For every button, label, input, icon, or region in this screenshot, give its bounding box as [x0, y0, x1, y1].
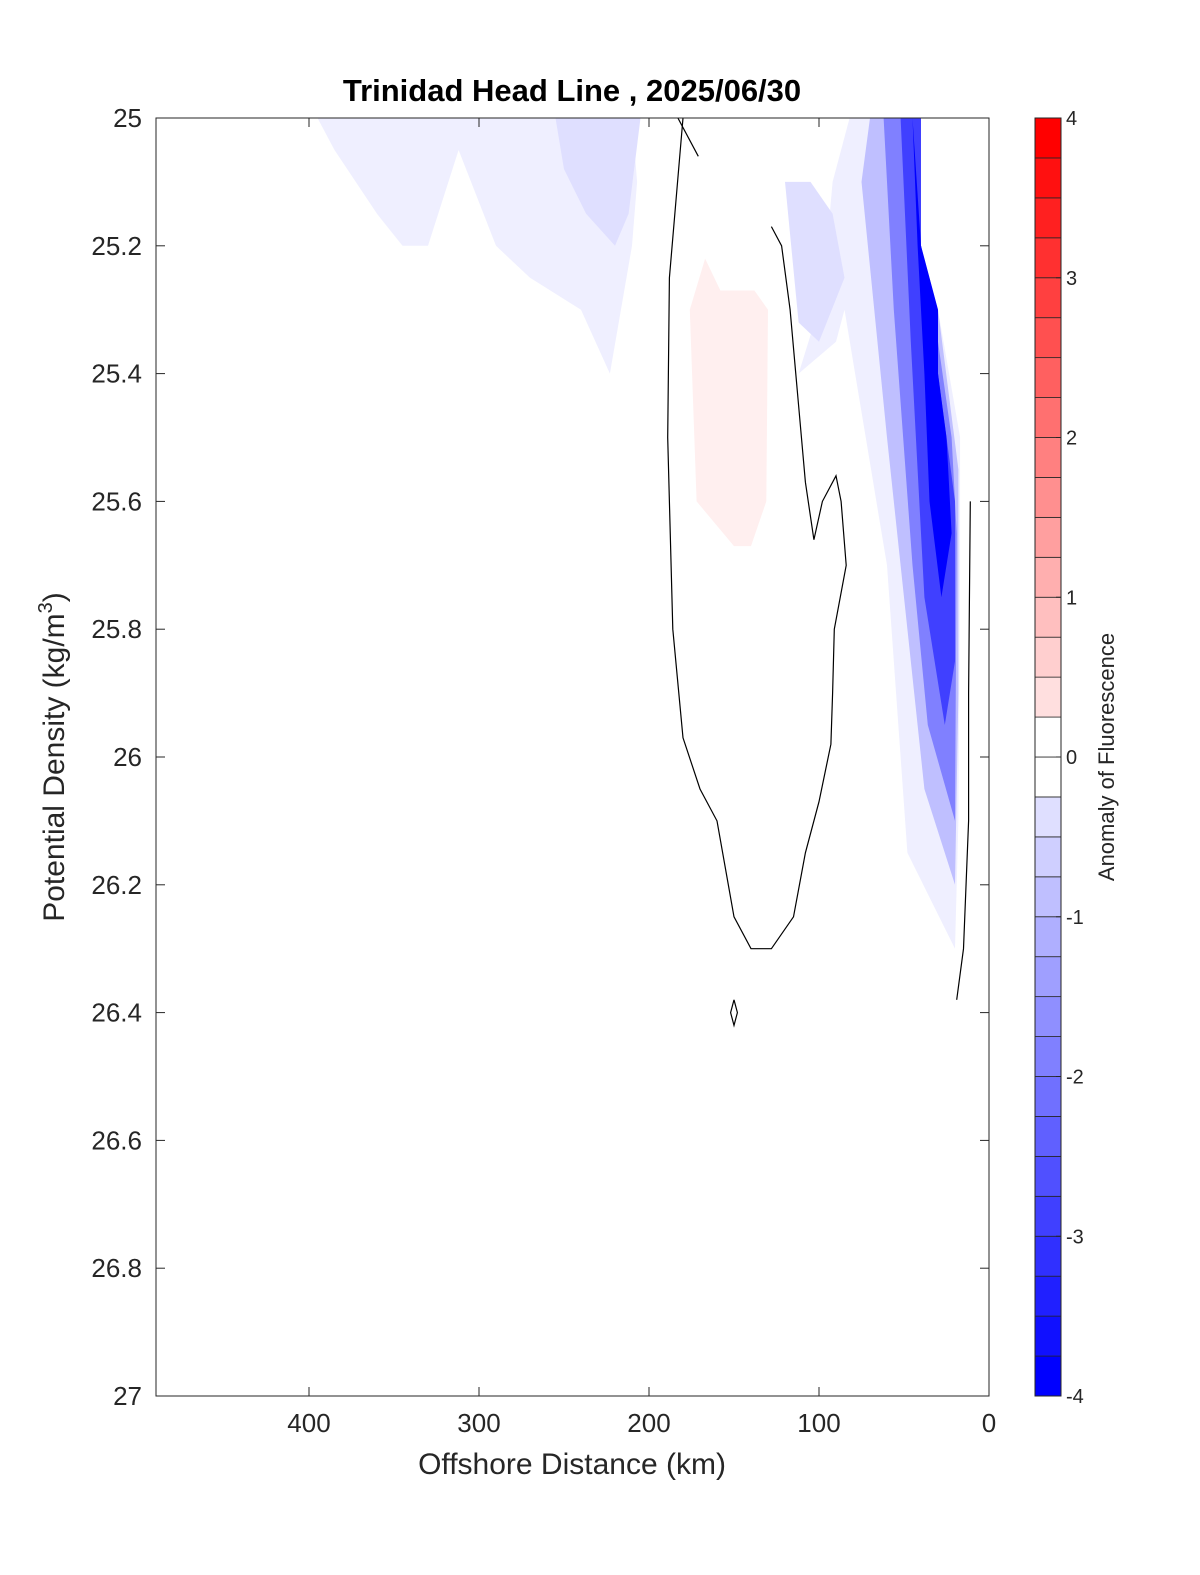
colorbar-bin	[1034, 1076, 1062, 1117]
colorbar-bin	[1034, 317, 1062, 359]
zero-contour-1	[677, 118, 699, 157]
y-tick-label: 25.8	[91, 614, 142, 644]
y-axis-label-superscript: 3	[35, 602, 57, 613]
x-tick-label: 400	[287, 1408, 330, 1438]
zero-contour-3	[729, 999, 739, 1028]
colorbar-bin	[1034, 1116, 1062, 1157]
contour-region-1	[555, 118, 641, 246]
colorbar-bin	[1034, 596, 1062, 638]
colorbar-bin	[1034, 636, 1062, 678]
colorbar-tick-label: -4	[1066, 1386, 1084, 1408]
colorbar-tick-label: 1	[1066, 587, 1077, 609]
contour-region-7	[912, 118, 952, 598]
y-tick-label: 25.6	[91, 486, 142, 516]
colorbar-tick-label: 3	[1066, 268, 1077, 290]
y-axis-label-close: )	[38, 592, 71, 602]
y-tick-label: 26.2	[91, 870, 142, 900]
y-tick-label: 25.4	[91, 359, 142, 389]
x-tick-label: 200	[627, 1408, 670, 1438]
colorbar-bin	[1034, 437, 1062, 478]
colorbar-bin	[1034, 556, 1062, 598]
colorbar-tick-label: -3	[1066, 1226, 1084, 1248]
x-axis-label: Offshore Distance (km)	[418, 1448, 726, 1481]
colorbar-tick-label: 2	[1066, 428, 1077, 450]
colorbar-bin	[1034, 1155, 1062, 1197]
y-tick-label: 26	[113, 742, 142, 772]
colorbar-tick-label: -1	[1066, 907, 1084, 929]
y-tick-label: 26.8	[91, 1253, 142, 1283]
y-tick-label: 26.4	[91, 998, 142, 1028]
y-axis-label-main: Potential Density (kg/m	[38, 613, 71, 921]
x-tick-label: 0	[982, 1408, 996, 1438]
colorbar-label: Anomaly of Fluorescence	[1094, 633, 1119, 881]
chart-title: Trinidad Head Line , 2025/06/30	[343, 73, 801, 108]
colorbar-bin	[1034, 1315, 1062, 1357]
colorbar-bin	[1034, 157, 1062, 199]
colorbar-bin	[1034, 996, 1062, 1037]
colorbar-bin	[1034, 197, 1062, 239]
colorbar-bin	[1034, 237, 1062, 279]
x-axis: 400 300 200 100 0	[287, 118, 996, 1438]
colorbar-bin	[1034, 716, 1062, 758]
y-tick-label: 26.6	[91, 1125, 142, 1155]
colorbar-bin	[1034, 477, 1062, 518]
colorbar-bin	[1034, 1036, 1062, 1077]
contour-region-8	[785, 181, 845, 342]
colorbar-bin	[1034, 397, 1062, 438]
colorbar-bin	[1034, 516, 1062, 558]
zero-contour-2	[956, 501, 971, 1000]
y-axis: 25 25.2 25.4 25.6 25.8 26 26.2 26.4 26.6 26.8 27	[91, 103, 989, 1411]
zero-contour-lines	[667, 118, 971, 1028]
colorbar-tick-label: 4	[1066, 108, 1077, 130]
colorbar-bin	[1034, 676, 1062, 718]
colorbar-bin	[1034, 836, 1062, 878]
colorbar-bin	[1034, 277, 1062, 319]
contour-region-2	[689, 258, 768, 547]
colorbar-bin	[1034, 357, 1062, 398]
colorbar-bin	[1034, 796, 1062, 838]
colorbar-bin	[1034, 916, 1062, 958]
colorbar-bin	[1034, 1355, 1062, 1397]
y-axis-label: Potential Density (kg/m3)	[35, 592, 71, 922]
colorbar-bin	[1034, 1195, 1062, 1237]
colorbar-bin	[1034, 876, 1062, 918]
y-tick-label: 25.2	[91, 231, 142, 261]
y-tick-label: 25	[113, 103, 142, 133]
colorbar-tick-label: -2	[1066, 1067, 1084, 1089]
colorbar: 4 3 2 1 0 -1 -2 -3 -4	[1034, 108, 1084, 1408]
x-tick-label: 300	[457, 1408, 500, 1438]
zero-contour-0	[667, 118, 847, 950]
colorbar-bin	[1034, 756, 1062, 798]
filled-contours	[317, 118, 961, 949]
x-tick-label: 100	[797, 1408, 840, 1438]
y-tick-label: 27	[113, 1381, 142, 1411]
colorbar-tick-label: 0	[1066, 747, 1077, 769]
colorbar-bin	[1034, 1275, 1062, 1317]
contour-region-0	[317, 118, 638, 374]
colorbar-bin	[1034, 117, 1062, 159]
colorbar-bin	[1034, 1235, 1062, 1277]
colorbar-bin	[1034, 956, 1062, 998]
